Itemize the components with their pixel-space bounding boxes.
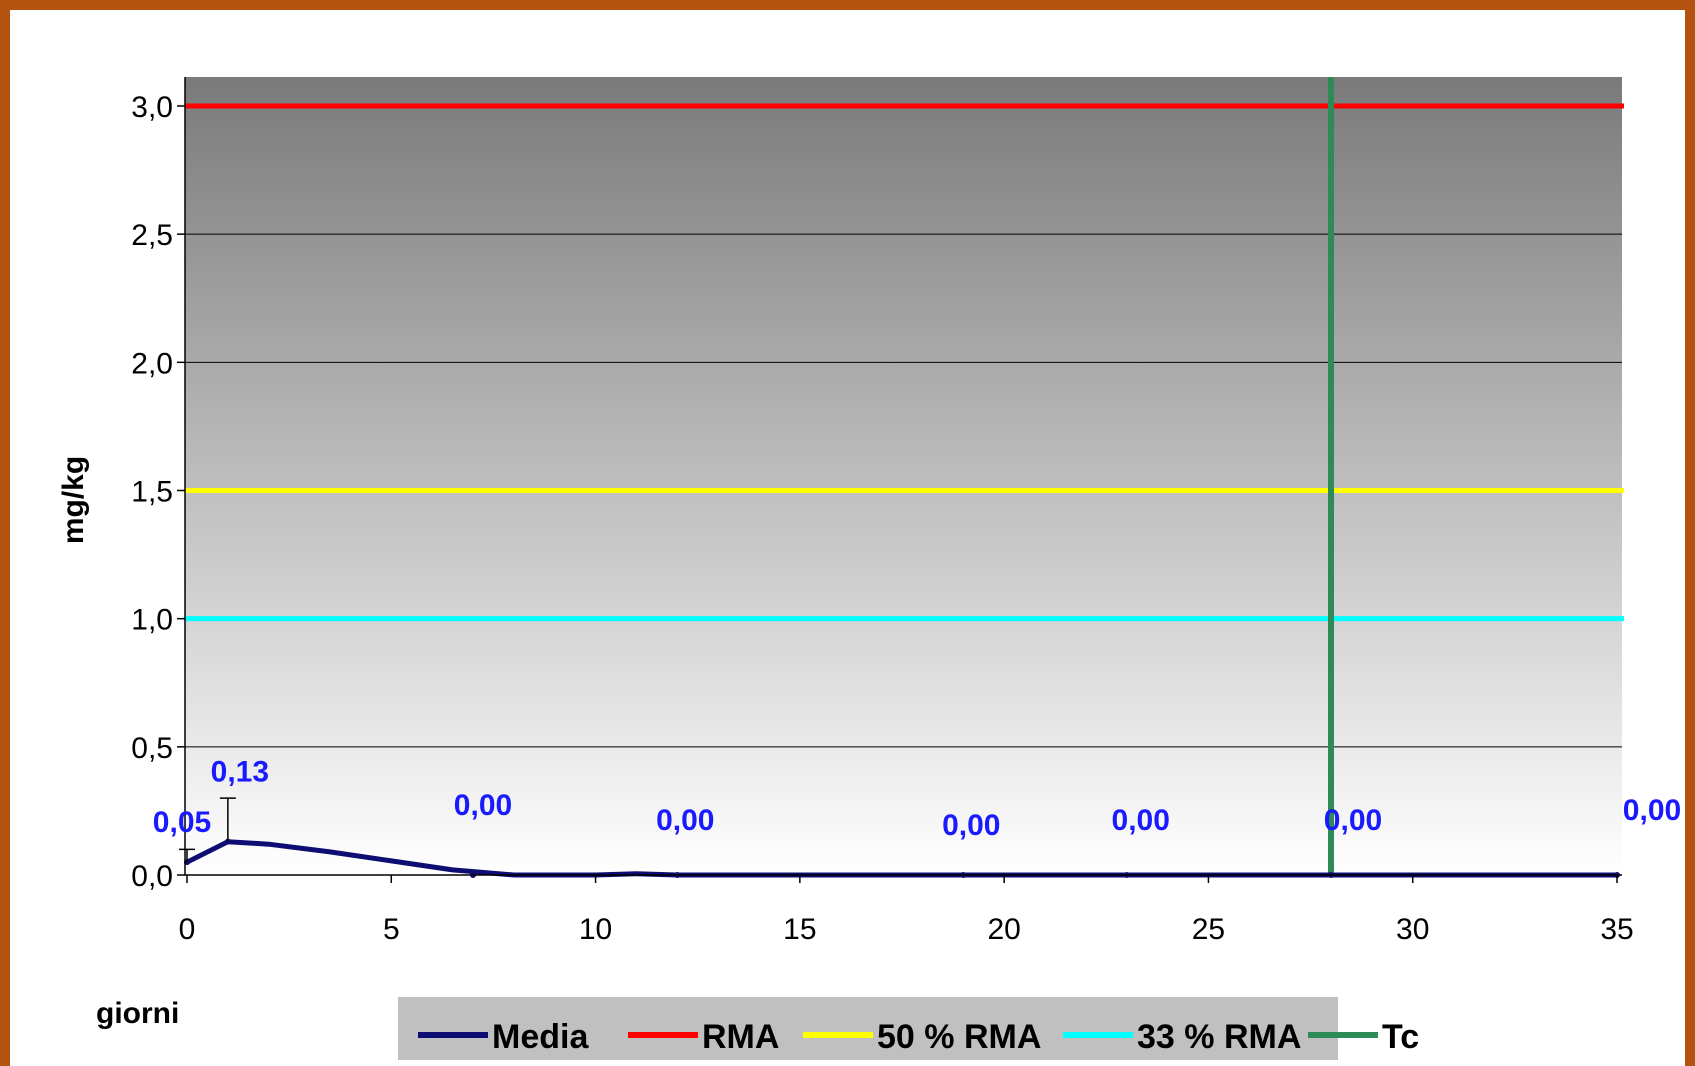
data-label: 0,05: [153, 806, 211, 839]
y-tick-label: 2,5: [131, 219, 173, 252]
legend: Media RMA 50 % RMA 33 % RMA Tc: [398, 997, 1419, 1060]
x-tick-label: 30: [1396, 913, 1429, 946]
x-tick-label: 20: [987, 913, 1020, 946]
y-tick-label: 0,0: [131, 860, 173, 893]
data-label: 0,13: [211, 756, 269, 789]
x-tick-label: 25: [1192, 913, 1225, 946]
x-tick-label: 5: [383, 913, 400, 946]
y-tick-label: 3,0: [131, 91, 173, 124]
y-tick-label: 0,5: [131, 732, 173, 765]
x-tick-label: 10: [579, 913, 612, 946]
legend-box: [398, 997, 1338, 1060]
legend-label: Media: [492, 1018, 589, 1056]
plot-area: [185, 77, 1622, 875]
data-label: 0,00: [1112, 804, 1170, 837]
x-tick-label: 35: [1600, 913, 1633, 946]
x-tick-label: 15: [783, 913, 816, 946]
data-label: 0,00: [454, 789, 512, 822]
y-axis-title: mg/kg: [57, 456, 90, 544]
data-label: 0,00: [942, 809, 1000, 842]
legend-label: 33 % RMA: [1137, 1018, 1301, 1056]
y-tick-label: 2,0: [131, 347, 173, 380]
legend-label: Tc: [1382, 1018, 1419, 1056]
legend-label: RMA: [702, 1018, 779, 1056]
y-tick-label: 1,5: [131, 476, 173, 509]
line-chart: 0,00,51,01,52,02,53,00 5 10 15 20 25 30 350,050…: [57, 77, 1681, 1060]
legend-label: 50 % RMA: [877, 1018, 1041, 1056]
data-label: 0,00: [1623, 794, 1681, 827]
y-tick-label: 1,0: [131, 604, 173, 637]
data-label: 0,00: [656, 804, 714, 837]
x-axis-title: giorni: [96, 997, 179, 1030]
data-label: 0,00: [1324, 804, 1382, 837]
chart-frame: 0,0 0,5 1,0 1,5 2,0 2,5 3,0 0 5 10 15 20 25 30 35 0,05 0…: [10, 10, 1685, 1066]
x-tick-label: 0: [179, 913, 196, 946]
